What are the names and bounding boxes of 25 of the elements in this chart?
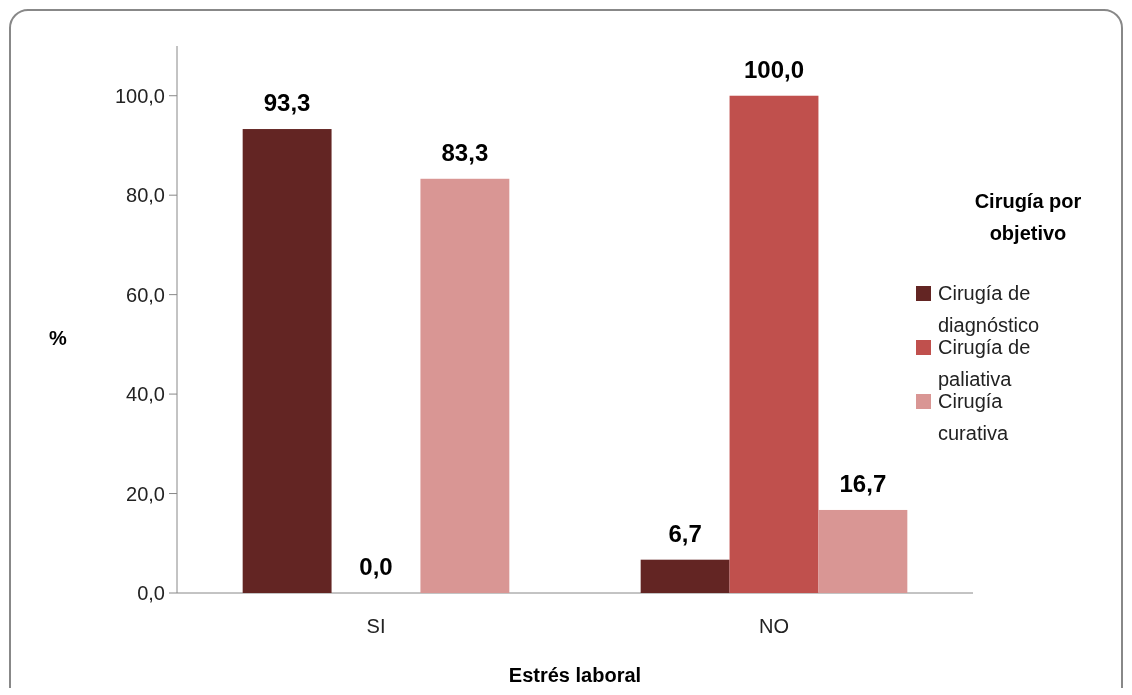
- data-label: 83,3: [441, 138, 489, 166]
- x-tick-label: SI: [366, 615, 386, 637]
- y-tick-label: 0,0: [137, 582, 165, 604]
- data-label: 6,7: [668, 519, 702, 547]
- legend-label: Cirugía curativa: [938, 390, 1009, 444]
- bar: [242, 129, 332, 593]
- y-tick-label: 60,0: [126, 283, 165, 306]
- data-label: 93,3: [263, 89, 311, 117]
- bar: [818, 509, 908, 593]
- bar: [420, 178, 510, 593]
- bar: [729, 95, 819, 593]
- y-tick-label: 100,0: [114, 84, 165, 107]
- data-label: 0,0: [359, 553, 393, 580]
- data-label: 16,7: [839, 469, 887, 497]
- legend-title: Cirugía por objetivo: [974, 190, 1082, 244]
- legend-label: Cirugía de diagnóstico: [938, 282, 1040, 336]
- y-tick-label: 40,0: [126, 383, 165, 406]
- legend-label: Cirugía de paliativa: [938, 336, 1031, 390]
- y-tick-label: 20,0: [126, 482, 165, 505]
- data-label: 100,0: [743, 55, 805, 83]
- y-tick-label: 80,0: [126, 184, 165, 207]
- bar: [640, 559, 730, 593]
- y-axis-title: %: [49, 326, 68, 349]
- x-tick-label: NO: [759, 615, 789, 637]
- x-axis-title: Estrés laboral: [508, 664, 642, 686]
